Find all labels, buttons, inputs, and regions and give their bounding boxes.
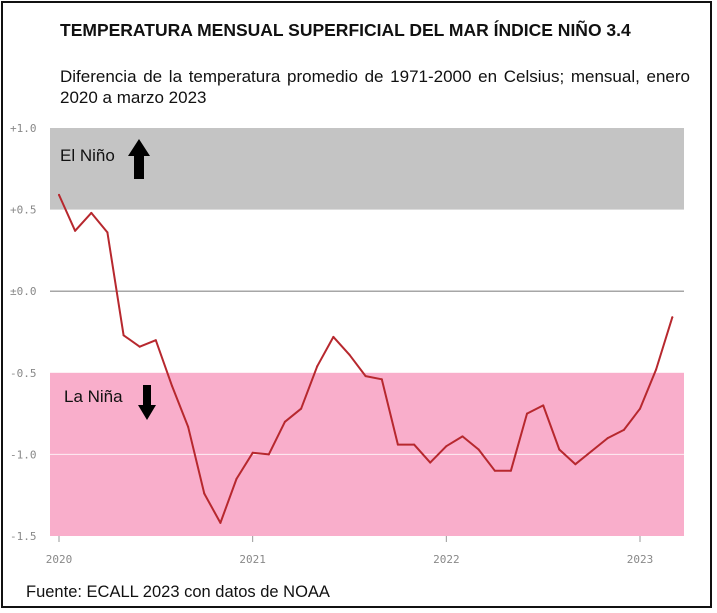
arrow-up-icon: [128, 139, 150, 179]
y-tick-label: -1.5: [10, 530, 37, 543]
data-point: [300, 407, 303, 410]
source-note: Fuente: ECALL 2023 con datos de NOAA: [26, 583, 330, 601]
series-layer: [58, 193, 674, 524]
data-point: [106, 231, 109, 234]
y-tick-label: +1.0: [10, 122, 37, 135]
data-point: [574, 463, 577, 466]
data-point: [138, 345, 141, 348]
data-point: [74, 229, 77, 232]
data-point: [461, 435, 464, 438]
data-point: [122, 334, 125, 337]
data-point: [477, 448, 480, 451]
data-point: [429, 461, 432, 464]
data-point: [219, 521, 222, 524]
chart-title: TEMPERATURA MENSUAL SUPERFICIAL DEL MAR …: [60, 20, 631, 40]
bands-layer: [50, 128, 684, 536]
x-tick-label: 2022: [433, 553, 460, 566]
y-tick-label: -0.5: [10, 367, 37, 380]
data-point: [445, 445, 448, 448]
y-axis: +1.0 +0.5 ±0.0 -0.5 -1.0 -1.5: [10, 122, 37, 543]
y-tick-label: +0.5: [10, 204, 37, 217]
x-tick-label: 2021: [239, 553, 266, 566]
data-point: [396, 443, 399, 446]
x-tick-label: 2023: [627, 553, 654, 566]
data-point: [187, 425, 190, 428]
data-point: [542, 404, 545, 407]
y-tick-label: ±0.0: [10, 285, 37, 298]
data-point: [493, 469, 496, 472]
data-point: [655, 368, 658, 371]
el-nino-label: El Niño: [60, 146, 115, 165]
data-point: [235, 477, 238, 480]
zone-labels: El Niño La Niña: [60, 139, 156, 420]
data-point: [364, 375, 367, 378]
data-point: [90, 211, 93, 214]
x-tick-label: 2020: [46, 553, 73, 566]
y-tick-label: -1.0: [10, 448, 37, 461]
data-point: [590, 450, 593, 453]
data-point: [558, 448, 561, 451]
data-point: [203, 492, 206, 495]
data-point: [671, 316, 674, 319]
data-point: [58, 193, 60, 196]
data-point: [332, 335, 335, 338]
data-point: [283, 420, 286, 423]
data-point: [348, 353, 351, 356]
data-point: [251, 451, 254, 454]
data-point: [316, 365, 319, 368]
x-axis: 2020 2021 2022 2023: [46, 536, 654, 566]
chart-subtitle: Diferencia de la temperatura promedio de…: [60, 67, 690, 107]
data-point: [606, 437, 609, 440]
data-point: [622, 428, 625, 431]
data-point: [639, 407, 641, 410]
data-point: [154, 339, 157, 342]
data-point: [380, 378, 383, 381]
data-point: [171, 384, 173, 387]
el-nino-band: [50, 128, 684, 210]
data-point: [413, 443, 416, 446]
data-point: [267, 453, 270, 456]
arrow-down-icon: [138, 385, 156, 420]
data-point: [526, 412, 528, 415]
la-nina-label: La Niña: [64, 387, 123, 406]
data-point: [509, 469, 512, 472]
